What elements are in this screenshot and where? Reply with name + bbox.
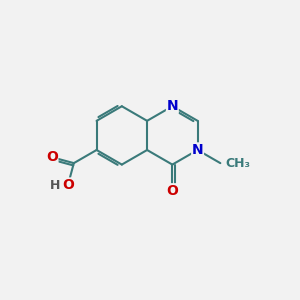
Text: N: N bbox=[167, 99, 178, 113]
Text: O: O bbox=[62, 178, 74, 192]
Text: H: H bbox=[50, 178, 60, 191]
Text: O: O bbox=[167, 184, 178, 198]
Text: CH₃: CH₃ bbox=[226, 157, 250, 169]
Text: N: N bbox=[192, 143, 203, 157]
Text: O: O bbox=[46, 150, 58, 164]
